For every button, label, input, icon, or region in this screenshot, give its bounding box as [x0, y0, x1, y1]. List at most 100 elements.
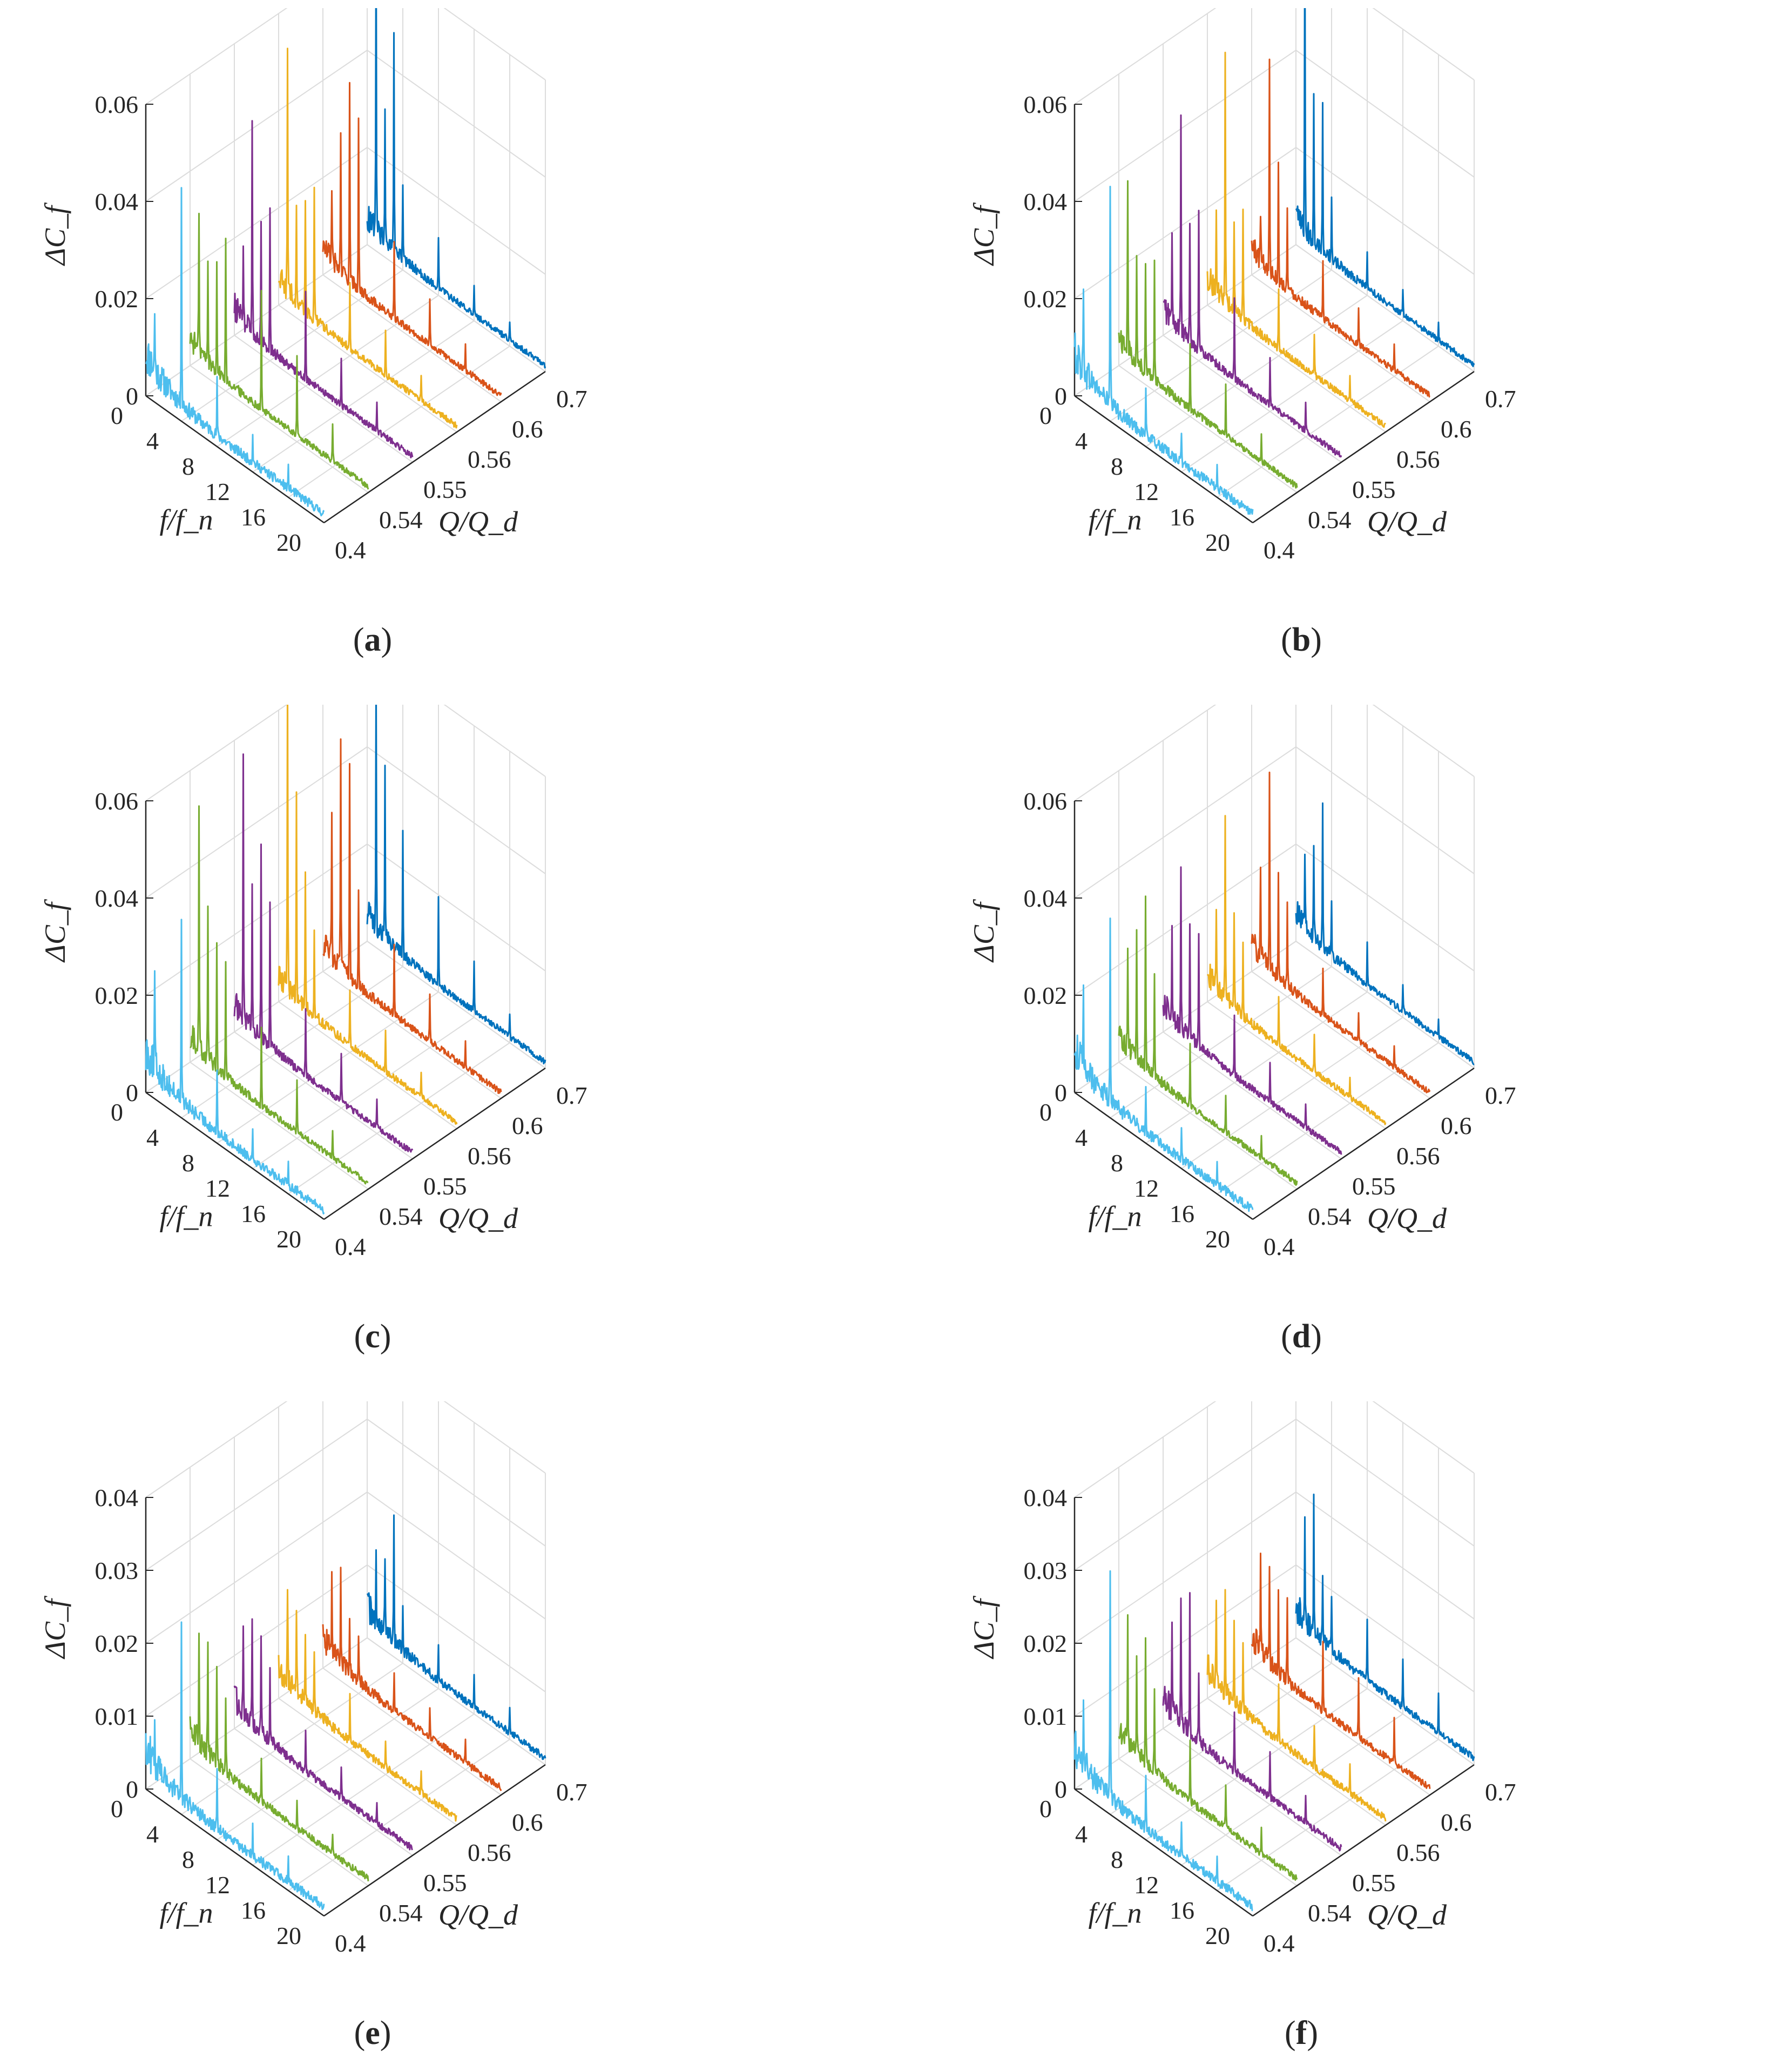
gridline	[190, 365, 369, 493]
panel-caption: (c)	[354, 1318, 391, 1355]
y-tick-label: 0.6	[1441, 415, 1472, 443]
y-tick-label: 0.56	[1396, 1839, 1440, 1866]
x-tick-label: 20	[276, 529, 301, 556]
x-axis-label: f/f_n	[159, 1200, 213, 1233]
gridline	[1207, 1001, 1386, 1129]
series-line	[1118, 895, 1298, 1186]
gridline	[1074, 1491, 1296, 1644]
x-tick-label: 12	[205, 1871, 230, 1899]
y-axis-label: Q/Q_d	[438, 1899, 518, 1931]
series-line	[1251, 58, 1430, 398]
x-axis-line	[145, 1091, 325, 1220]
gridline	[278, 1001, 457, 1129]
x-axis-label: f/f_n	[1088, 1897, 1142, 1929]
panel-caption: (a)	[353, 622, 393, 658]
y-tick-label: 0.54	[379, 506, 423, 534]
gridline	[1295, 1637, 1475, 1765]
gridline	[367, 1564, 546, 1692]
gridline	[443, 705, 546, 777]
x-tick-label: 0	[1039, 1795, 1052, 1823]
x-tick-label: 12	[1134, 1175, 1159, 1202]
z-tick-label: 0.02	[95, 982, 139, 1009]
y-tick-label: 0.6	[1441, 1808, 1472, 1836]
y-tick-label: 0.7	[556, 1082, 587, 1109]
z-tick-label: 0.04	[1024, 885, 1068, 912]
gridline	[145, 1491, 368, 1644]
x-axis-line	[1074, 395, 1253, 524]
y-tick-label: 0.4	[1264, 1929, 1295, 1957]
y-tick-label: 0.55	[1352, 1172, 1396, 1200]
gridline	[322, 971, 502, 1099]
panel-letter: f	[1295, 2015, 1307, 2051]
z-tick-label: 0.01	[95, 1703, 139, 1730]
y-tick-label: 0.4	[335, 1233, 366, 1260]
y-tick-label: 0.4	[1264, 536, 1295, 564]
panel-letter: d	[1292, 1318, 1311, 1355]
series-line	[233, 753, 414, 1153]
gridline	[443, 8, 546, 80]
series-line	[1073, 917, 1254, 1212]
panel-caption: (d)	[1281, 1318, 1322, 1355]
y-tick-label: 0.55	[1352, 476, 1396, 503]
z-tick-label: 0.02	[95, 1630, 139, 1657]
gridline	[1145, 991, 1368, 1144]
series-line	[1118, 1614, 1298, 1881]
z-tick-label: 0.03	[1024, 1557, 1068, 1584]
y-tick-label: 0.7	[556, 1778, 587, 1806]
gridline	[1074, 843, 1296, 996]
z-tick-label: 0.04	[95, 188, 139, 215]
x-tick-label: 16	[241, 1896, 266, 1924]
gridline	[1110, 966, 1332, 1118]
z-tick-label: 0.03	[95, 1557, 139, 1584]
y-axis-label: Q/Q_d	[1367, 1202, 1447, 1234]
x-tick-label: 12	[205, 1175, 230, 1202]
y-axis-label: Q/Q_d	[438, 1202, 518, 1234]
z-tick-label: 0	[1055, 1079, 1067, 1106]
y-tick-label: 0.55	[423, 1172, 467, 1200]
gridline	[322, 1668, 502, 1796]
series-line	[233, 1618, 414, 1851]
z-tick-label: 0	[126, 1079, 138, 1106]
z-tick-label: 0.04	[95, 885, 139, 912]
gridline	[278, 305, 457, 433]
series-line	[1295, 802, 1475, 1065]
x-tick-label: 0	[111, 1098, 123, 1126]
series-line	[322, 82, 502, 396]
x-tick-label: 20	[1205, 1225, 1230, 1253]
gridline	[252, 1017, 475, 1169]
series-line	[278, 1589, 457, 1822]
series-line	[1206, 51, 1387, 428]
gridline	[145, 1419, 368, 1571]
y-axis-label: Q/Q_d	[438, 505, 518, 538]
gridline	[367, 147, 546, 275]
x-tick-label: 20	[276, 1922, 301, 1949]
gridline	[145, 1564, 368, 1717]
z-tick-label: 0.06	[95, 91, 139, 118]
gridline	[1217, 346, 1439, 498]
x-tick-label: 0	[1039, 1098, 1052, 1126]
gridline	[367, 1491, 546, 1619]
x-tick-label: 0	[111, 402, 123, 429]
gridline	[1295, 1564, 1475, 1692]
series-line	[366, 705, 546, 1065]
gridline	[234, 1728, 413, 1856]
x-axis-label: f/f_n	[159, 504, 213, 536]
gridline	[1074, 50, 1296, 202]
gridline	[1251, 1668, 1430, 1796]
y-tick-label: 0.55	[1352, 1869, 1396, 1896]
gridline	[1145, 295, 1368, 447]
x-tick-label: 4	[146, 427, 159, 455]
z-tick-label: 0.02	[1024, 1630, 1068, 1657]
gridline	[1074, 941, 1296, 1093]
x-axis-label: f/f_n	[1088, 504, 1142, 536]
y-tick-label: 0.56	[468, 446, 511, 473]
z-tick-label: 0.02	[95, 285, 139, 313]
series-line	[145, 1621, 325, 1911]
y-tick-label: 0.7	[1485, 1778, 1516, 1806]
z-tick-label: 0.02	[1024, 285, 1068, 313]
x-tick-label: 8	[1111, 453, 1123, 480]
gridline	[1074, 705, 1217, 801]
series-line	[1295, 8, 1475, 367]
gridline	[367, 1419, 546, 1547]
x-axis-line	[145, 395, 325, 524]
